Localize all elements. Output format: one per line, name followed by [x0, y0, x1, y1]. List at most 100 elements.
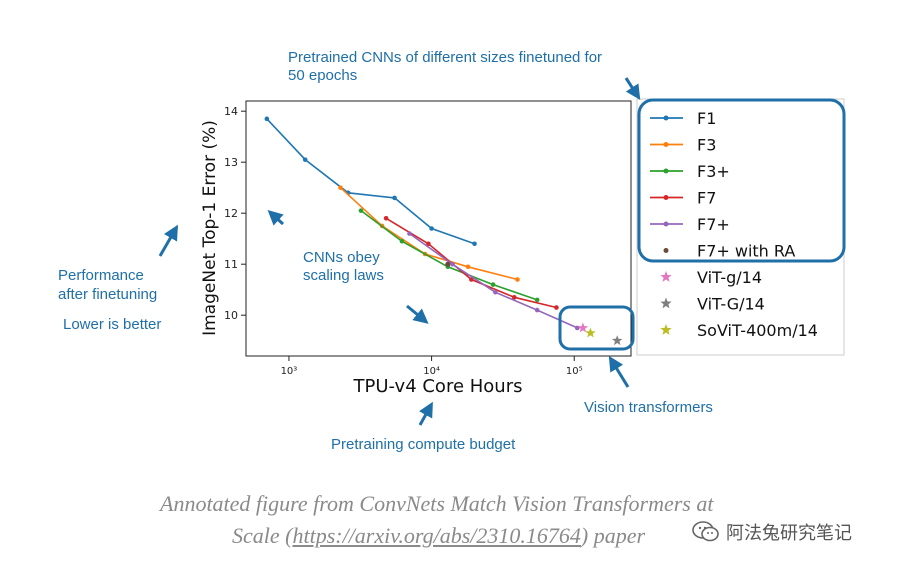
- series-f7: [383, 216, 559, 310]
- legend-swatch-dot: [663, 168, 669, 174]
- x-tick-label: 10⁴: [423, 366, 440, 377]
- legend-label: ViT-G/14: [697, 295, 765, 314]
- arrow-vision-transformers: [608, 355, 630, 388]
- series-f1: [264, 116, 477, 247]
- x-tick-label: 10³: [281, 366, 298, 377]
- y-tick-label: 11: [224, 258, 238, 271]
- legend-label: ViT-g/14: [697, 268, 762, 287]
- data-point: [472, 241, 477, 247]
- legend-item-8: SoViT-400m/14: [660, 321, 818, 340]
- annotation-performance-line2: after finetuning: [58, 286, 157, 303]
- marker-f7-with-ra: [445, 261, 451, 267]
- series-line: [385, 217, 557, 309]
- series-f3plus: [358, 208, 540, 303]
- legend-swatch: [660, 271, 672, 282]
- legend-item-3: F7: [650, 189, 716, 208]
- data-point: [264, 116, 270, 122]
- tick-layer: 10 11 12 13 14 10³ 10⁴ 10⁵: [224, 105, 583, 377]
- data-point: [338, 185, 343, 190]
- y-axis-label: ImageNet Top-1 Error (%): [200, 120, 220, 336]
- annotation-lower-better: Lower is better: [63, 316, 161, 333]
- caption-link[interactable]: https://arxiv.org/abs/2310.16764: [292, 523, 581, 548]
- y-tick-label: 13: [224, 156, 238, 169]
- legend-label: F7+ with RA: [697, 242, 795, 261]
- legend-label: F7+: [697, 215, 730, 234]
- marker-vit-g-14: [577, 322, 589, 333]
- legend-item-7: ViT-G/14: [660, 295, 765, 314]
- annotation-compute-budget: Pretraining compute budget: [331, 436, 516, 453]
- data-point: [407, 231, 412, 236]
- caption-prefix: Scale (: [232, 523, 293, 548]
- legend-frame: [636, 98, 845, 356]
- arrow-scaling-upper: [267, 209, 285, 226]
- legend-swatch-dot: [663, 221, 669, 227]
- legend-item-4: F7+: [650, 215, 730, 234]
- data-point: [383, 216, 389, 221]
- data-point: [302, 157, 308, 162]
- data-point: [392, 195, 397, 201]
- marker-layer: [445, 261, 623, 346]
- annotation-cnns-line1: CNNs obey: [303, 249, 380, 266]
- legend-label: F3: [697, 136, 716, 155]
- legend-item-1: F3: [650, 136, 716, 155]
- arrow-performance: [158, 224, 178, 257]
- legend-label: SoViT-400m/14: [697, 321, 818, 340]
- legend: F1 F3 F3+ F7 F7+ F7+ with RA ViT-g/14 ViT-G/14 S…: [650, 109, 818, 340]
- data-point: [554, 305, 559, 310]
- watermark: 阿法兔研究笔记: [692, 519, 852, 545]
- data-point: [469, 277, 474, 282]
- annotation-vision-transformers: Vision transformers: [584, 399, 713, 416]
- arrow-pretrained: [624, 77, 641, 101]
- data-point: [429, 226, 434, 231]
- plot-frame: [245, 100, 632, 357]
- legend-swatch-dot: [663, 142, 669, 147]
- annotation-pretrained-line1: Pretrained CNNs of different sizes finet…: [288, 49, 602, 66]
- series-line: [360, 209, 538, 301]
- legend-label: F7: [697, 189, 716, 208]
- arrow-compute-budget: [418, 401, 433, 426]
- y-tick-label: 14: [224, 105, 238, 118]
- legend-item-6: ViT-g/14: [660, 268, 762, 287]
- legend-label: F3+: [697, 162, 730, 181]
- legend-item-5: F7+ with RA: [663, 242, 795, 261]
- series-line: [409, 232, 578, 329]
- marker-vit-g-14: [611, 335, 623, 346]
- legend-swatch: [663, 248, 669, 253]
- caption-suffix: ) paper: [580, 523, 646, 548]
- y-tick-label: 10: [224, 309, 238, 322]
- data-point: [515, 277, 520, 282]
- data-point: [450, 261, 455, 267]
- watermark-text: 阿法兔研究笔记: [726, 523, 852, 544]
- data-point: [493, 289, 498, 295]
- x-axis-label: TPU-v4 Core Hours: [353, 376, 523, 397]
- series-layer: [264, 116, 580, 331]
- annotation-pretrained-line2: 50 epochs: [288, 67, 357, 84]
- annotation-cnns-line2: scaling laws: [303, 267, 384, 284]
- data-point: [465, 264, 471, 270]
- legend-swatch: [660, 297, 672, 309]
- data-point: [511, 295, 517, 300]
- figure-caption-line1: Annotated figure from ConvNets Match Vis…: [160, 491, 714, 516]
- cnn-legend-highlight: [637, 98, 846, 263]
- legend-item-0: F1: [650, 109, 716, 128]
- wechat-icon: [692, 521, 719, 542]
- x-tick-label: 10⁵: [566, 366, 583, 377]
- data-point: [426, 241, 431, 247]
- y-tick-label: 12: [224, 207, 238, 220]
- legend-swatch: [660, 324, 672, 335]
- data-point: [534, 297, 540, 303]
- data-point: [534, 307, 540, 313]
- arrow-scaling-lower: [406, 304, 429, 324]
- annotation-performance-line1: Performance: [58, 267, 144, 284]
- marker-sovit-400m-14: [585, 327, 596, 338]
- legend-item-2: F3+: [650, 162, 730, 181]
- series-line: [266, 118, 475, 245]
- legend-label: F1: [697, 109, 716, 128]
- figure-caption-line2: Scale (https://arxiv.org/abs/2310.16764)…: [232, 523, 645, 549]
- legend-swatch-dot: [663, 195, 669, 200]
- data-point: [490, 282, 496, 287]
- legend-swatch-dot: [663, 115, 669, 121]
- data-point: [358, 208, 364, 213]
- vit-highlight: [558, 305, 635, 351]
